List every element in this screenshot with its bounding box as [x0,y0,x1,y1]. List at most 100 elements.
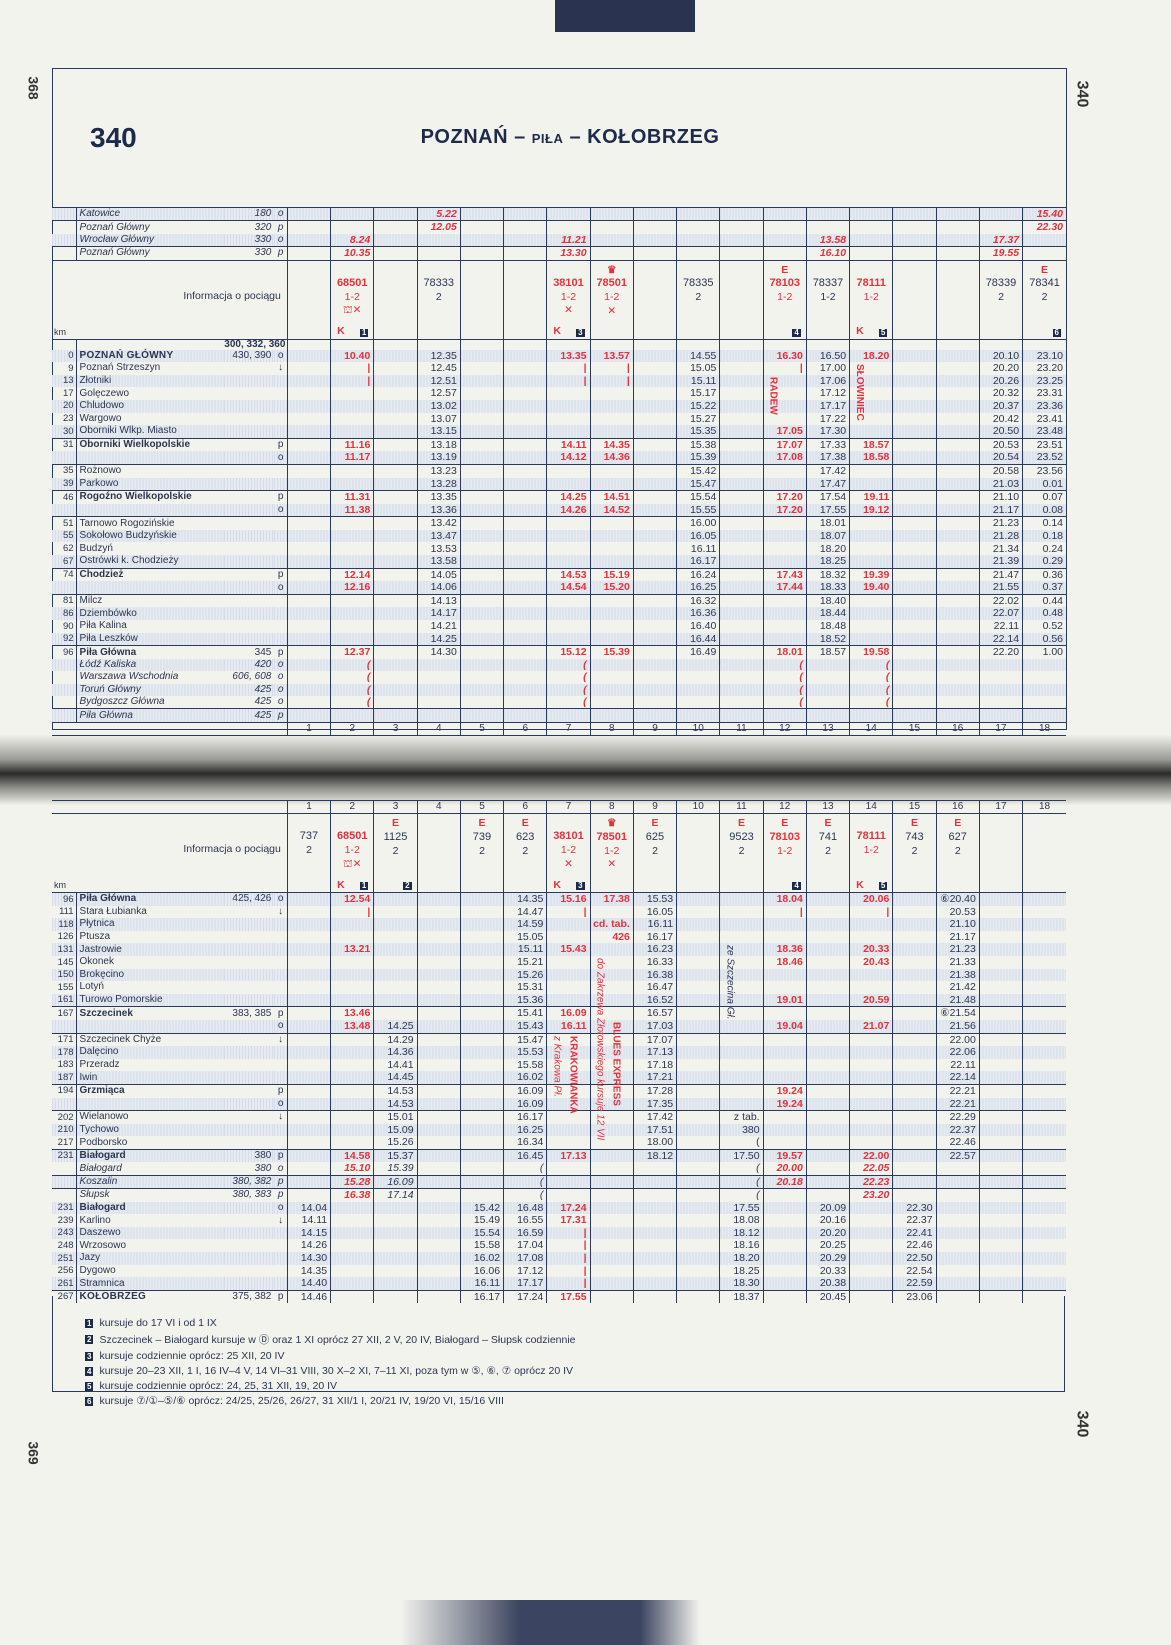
station-name[interactable]: Stara Łubianka [75,905,225,919]
station-name[interactable]: Tarnowo Rogozińskie [75,516,225,530]
train-column-header[interactable]: E 623 2 [503,813,547,893]
train-column-header[interactable]: ♛ 78501 1-2 ✕ [589,259,634,340]
train-column-header[interactable]: E 739 2 [459,813,504,893]
train-info[interactable]: E 78103 1-2 4 [764,814,806,892]
train-column-header[interactable]: E 741 2 [805,813,850,893]
train-info[interactable]: 68501 1-2 ⛫✕ K 1 [331,261,373,339]
train-column-header[interactable]: E 78103 1-2 4 [762,813,807,893]
train-column-header[interactable] [416,813,461,893]
station-name[interactable]: Rożnowo [75,463,225,478]
station-name[interactable]: Piła Główna [75,892,225,906]
train-column-header[interactable]: E 743 2 [892,813,937,893]
station-name[interactable]: Poznań Strzeszyn [75,362,225,375]
train-column-header[interactable]: E 627 2 [935,813,980,893]
station-name[interactable]: Oborniki Wlkp. Miasto [75,425,225,439]
station-name[interactable]: Wielanowo [75,1110,225,1124]
station-name[interactable]: Szczecinek [75,1006,225,1020]
train-info[interactable]: 78111 1-2 K 5 [850,261,892,339]
train-info[interactable]: 78333 2 [418,261,460,339]
train-info[interactable]: E 9523 2 [720,814,762,892]
train-info[interactable]: 737 2 [288,814,330,892]
train-column-header[interactable] [632,259,677,340]
train-column-header[interactable]: 78337 1-2 [805,259,850,340]
train-column-header[interactable] [978,813,1023,893]
train-info[interactable]: E 623 2 [504,814,546,892]
station-name[interactable]: Wargowo [75,412,225,426]
station-name[interactable]: POZNAŃ GŁÓWNY [75,349,225,363]
station-name[interactable]: Toruń Główny [75,683,225,696]
train-column-header[interactable]: 68501 1-2 ⛫✕ K 1 [330,259,374,340]
train-info[interactable]: E 1125 2 2 [374,814,416,892]
train-column-header[interactable] [459,259,504,340]
station-name[interactable]: Białogard [75,1162,225,1176]
station-name[interactable]: Złotniki [75,374,225,388]
train-info[interactable]: E 78103 1-2 4 [764,261,806,339]
train-column-header[interactable]: 68501 1-2 ⛫✕ K 1 [330,813,374,893]
station-name[interactable]: Wrocław Główny [75,233,225,247]
train-column-header[interactable]: 38101 1-2 ✕ K 3 [546,813,591,893]
station-name[interactable] [75,451,225,465]
station-name[interactable]: Golęczewo [75,387,225,400]
train-info[interactable]: E 739 2 [461,814,503,892]
station-name[interactable]: Daszewo [75,1226,225,1240]
station-name[interactable]: Piła Główna [75,708,225,723]
train-column-header[interactable]: E 9523 2 [719,813,764,893]
train-info[interactable]: 68501 1-2 ⛫✕ K 1 [331,814,373,892]
station-name[interactable]: Brokęcino [75,968,225,982]
station-name[interactable]: Koszalin [75,1174,225,1189]
train-column-header[interactable]: E 625 2 [632,813,677,893]
station-name[interactable]: Podborsko [75,1136,225,1150]
station-name[interactable]: Szczecinek Chyże [75,1032,225,1047]
station-name[interactable]: Białogard [75,1148,225,1163]
station-name[interactable]: Sokołowo Budzyńskie [75,529,225,543]
train-column-header[interactable]: ♛ 78501 1-2 ✕ [589,813,634,893]
train-column-header[interactable]: E 78341 2 6 [1022,259,1066,340]
train-info[interactable]: 78339 2 [980,261,1022,339]
train-column-header[interactable]: E 78103 1-2 4 [762,259,807,340]
station-name[interactable]: Piła Kalina [75,620,225,633]
train-column-header[interactable]: 737 2 [286,813,331,893]
station-name[interactable]: Oborniki Wielkopolskie [75,437,225,452]
station-name[interactable] [75,1019,225,1034]
train-column-header[interactable]: 78335 2 [676,259,720,340]
station-name[interactable]: Dziembówko [75,607,225,621]
train-info[interactable]: ♛ 78501 1-2 ✕ [591,261,633,339]
station-name[interactable]: Chodzież [75,567,225,582]
train-column-header[interactable]: 38101 1-2 ✕ K 3 [546,259,591,340]
station-name[interactable]: Jazy [75,1252,225,1265]
station-name[interactable]: Poznań Główny [75,246,225,261]
train-info[interactable]: 78337 1-2 [807,261,849,339]
station-name[interactable]: Ostrówki k. Chodzieży [75,555,225,569]
train-column-header[interactable]: 78111 1-2 K 5 [849,259,893,340]
train-column-header[interactable] [676,813,720,893]
station-name[interactable]: Katowice [75,206,225,221]
train-info[interactable]: 38101 1-2 ✕ K 3 [547,814,589,892]
station-name[interactable]: Jastrowie [75,943,225,956]
station-name[interactable]: Rogoźno Wielkopolskie [75,490,225,504]
train-info[interactable]: 78111 1-2 K 5 [850,814,892,892]
train-column-header[interactable] [503,259,547,340]
train-info[interactable]: 78335 2 [677,261,719,339]
station-name[interactable]: Piła Główna [75,645,225,659]
train-info[interactable]: ♛ 78501 1-2 ✕ [591,814,633,892]
train-column-header[interactable] [373,259,418,340]
station-name[interactable]: Dygowo [75,1264,225,1278]
station-name[interactable]: Przeradz [75,1058,225,1072]
train-column-header[interactable] [892,259,937,340]
train-column-header[interactable]: E 1125 2 2 [373,813,418,893]
station-name[interactable]: Łódź Kaliska [75,658,225,672]
train-info[interactable]: E 78341 2 6 [1023,261,1066,339]
station-name[interactable]: Poznań Główny [75,220,225,234]
station-name[interactable]: Milcz [75,593,225,608]
station-name[interactable]: Iwin [75,1071,225,1085]
station-name[interactable]: Piła Leszków [75,632,225,646]
station-name[interactable]: Parkowo [75,477,225,491]
station-name[interactable]: Tychowo [75,1123,225,1137]
station-name[interactable]: Stramnica [75,1277,225,1291]
station-name[interactable]: Karlino [75,1214,225,1227]
station-name[interactable]: Płytnica [75,918,225,931]
train-column-header[interactable] [286,259,331,340]
station-name[interactable]: Chludowo [75,399,225,413]
station-name[interactable] [75,581,225,595]
train-column-header[interactable]: 78333 2 [416,259,461,340]
